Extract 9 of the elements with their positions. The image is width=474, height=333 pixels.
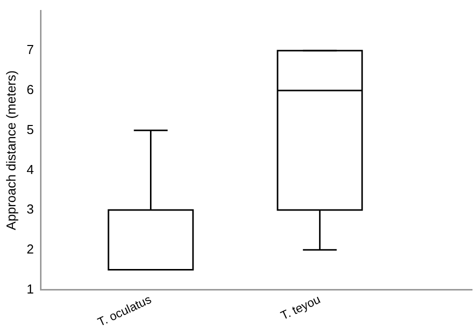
y-tick-label: 4 xyxy=(26,162,34,177)
y-tick-label: 7 xyxy=(26,42,34,58)
y-tick-label: 5 xyxy=(26,122,34,137)
y-tick-label: 1 xyxy=(26,281,34,296)
y-axis-title: Approach distance (meters) xyxy=(3,70,18,230)
y-tick-label: 3 xyxy=(26,202,34,217)
y-tick-label: 6 xyxy=(26,82,34,98)
x-tick-label: T. teyou xyxy=(278,292,322,323)
y-tick-label: 2 xyxy=(26,241,34,256)
